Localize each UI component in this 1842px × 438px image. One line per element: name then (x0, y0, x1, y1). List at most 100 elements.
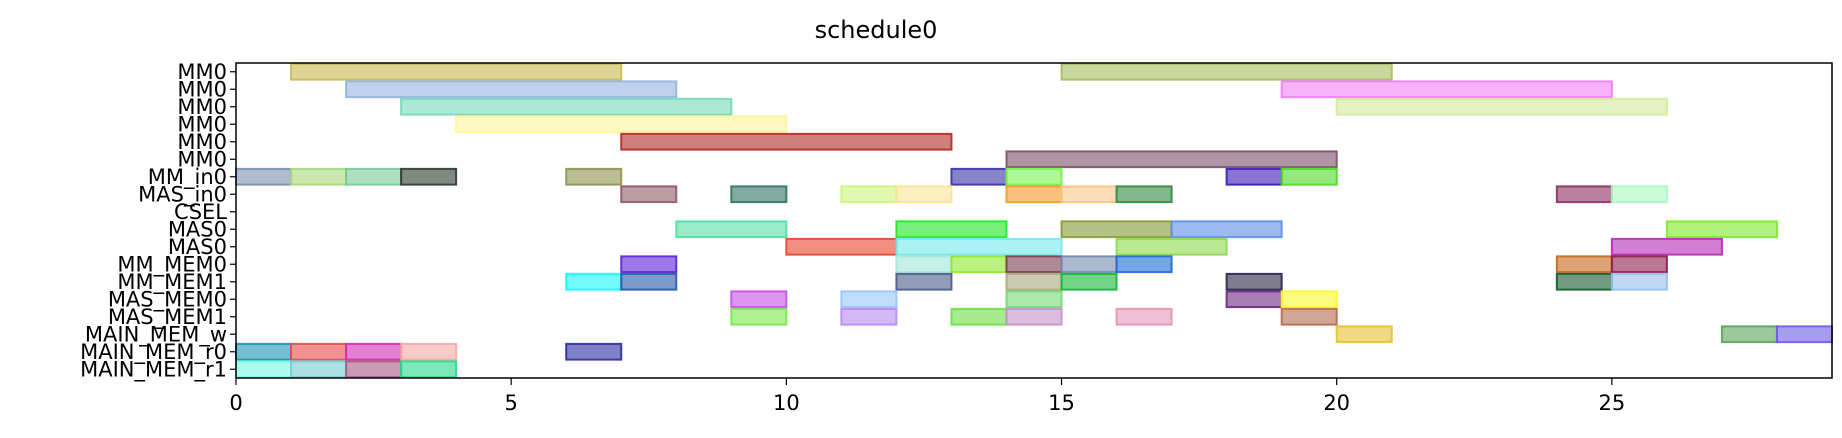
task-bar (1060, 272, 1118, 291)
task-bar (1280, 290, 1338, 309)
y-tick-label: MAS_MEM0 (108, 287, 227, 312)
y-tick-label: MAIN_MEM_w (85, 322, 227, 347)
task-bar (400, 360, 458, 379)
task-bar (895, 237, 1063, 256)
task-bar (290, 62, 623, 81)
task-bar (1720, 325, 1778, 344)
task-bar (1060, 62, 1393, 81)
task-bar (1060, 255, 1118, 274)
task-bar (620, 185, 678, 204)
task-bar (1005, 150, 1338, 169)
task-bar (290, 342, 348, 361)
x-axis-ticks: 0 5 10 15 20 25 (229, 378, 1625, 415)
y-tick-label: MM0 (177, 77, 227, 101)
task-bar (895, 185, 953, 204)
task-bar (235, 360, 293, 379)
x-tick-label: 15 (1048, 391, 1075, 415)
task-bar (950, 167, 1008, 186)
y-tick-label: MAS_in0 (138, 182, 227, 207)
task-bar (895, 220, 1008, 239)
task-bar (1225, 290, 1283, 309)
task-bar (345, 360, 403, 379)
task-bar (1225, 167, 1283, 186)
y-tick-label: MAIN_MEM_r0 (80, 340, 227, 365)
task-bar (290, 167, 348, 186)
task-bar (1555, 185, 1613, 204)
task-bar (1005, 272, 1063, 291)
task-bar (840, 307, 898, 326)
task-bar (345, 80, 678, 99)
task-bar (400, 342, 458, 361)
task-bar (1115, 185, 1173, 204)
x-tick-label: 20 (1323, 391, 1350, 415)
y-tick-labels: MM0MM0MM0MM0MM0MM0MM_in0MAS_in0CSELMAS0M… (80, 60, 236, 382)
task-bar (620, 255, 678, 274)
y-tick-label: MM_in0 (148, 165, 227, 190)
task-bar (565, 167, 623, 186)
task-bar (620, 132, 953, 151)
task-bar (730, 307, 788, 326)
x-tick-label: 10 (773, 391, 800, 415)
task-bar (1775, 325, 1834, 344)
y-tick-label: MM_MEM1 (117, 270, 227, 295)
task-bar (1280, 80, 1613, 99)
task-bar (1005, 185, 1063, 204)
y-tick-label: MM0 (177, 60, 227, 84)
task-bar (1610, 272, 1668, 291)
y-tick-label: MAS_MEM1 (108, 305, 227, 330)
task-bar (1115, 307, 1173, 326)
task-bar (1005, 307, 1063, 326)
y-tick-label: MAIN_MEM_r1 (80, 357, 227, 382)
task-bar (950, 307, 1008, 326)
task-bar (840, 290, 898, 309)
chart-title: schedule0 (815, 16, 938, 44)
task-bar (345, 342, 403, 361)
task-bar (290, 360, 348, 379)
task-bar (565, 272, 623, 291)
task-bar (730, 290, 788, 309)
task-bar (1225, 272, 1283, 291)
task-bar (1610, 185, 1668, 204)
task-bar (950, 255, 1008, 274)
y-tick-label: MAS0 (168, 235, 227, 259)
task-bar (400, 167, 458, 186)
task-bar (1005, 290, 1063, 309)
task-bar (1005, 255, 1063, 274)
task-bar (895, 272, 953, 291)
task-bar (1280, 307, 1338, 326)
task-bar (1665, 220, 1778, 239)
x-tick-label: 5 (504, 391, 517, 415)
y-tick-label: MM0 (177, 112, 227, 136)
y-tick-label: MM0 (177, 147, 227, 171)
task-bar (1610, 255, 1668, 274)
task-bar (1280, 167, 1338, 186)
task-bar (1060, 220, 1173, 239)
task-bar (235, 167, 293, 186)
x-tick-label: 25 (1598, 391, 1625, 415)
task-bar (345, 167, 403, 186)
task-bar (565, 342, 623, 361)
task-bar (1115, 255, 1173, 274)
y-tick-label: CSEL (174, 200, 227, 224)
y-tick-label: MM_MEM0 (117, 252, 227, 277)
task-bar (455, 115, 788, 134)
task-bar (895, 255, 953, 274)
task-bar (1555, 255, 1613, 274)
task-bar (1005, 167, 1063, 186)
task-bar (1610, 237, 1723, 256)
task-bar (1115, 237, 1228, 256)
y-tick-label: MM0 (177, 95, 227, 119)
task-bar (1555, 272, 1613, 291)
task-bar (620, 272, 678, 291)
task-bar (785, 237, 898, 256)
y-tick-label: MM0 (177, 130, 227, 154)
task-bar (730, 185, 788, 204)
bars-layer (235, 62, 1834, 379)
task-bar (1060, 185, 1118, 204)
task-bar (675, 220, 788, 239)
task-bar (235, 342, 293, 361)
x-tick-label: 0 (229, 391, 242, 415)
task-bar (840, 185, 898, 204)
